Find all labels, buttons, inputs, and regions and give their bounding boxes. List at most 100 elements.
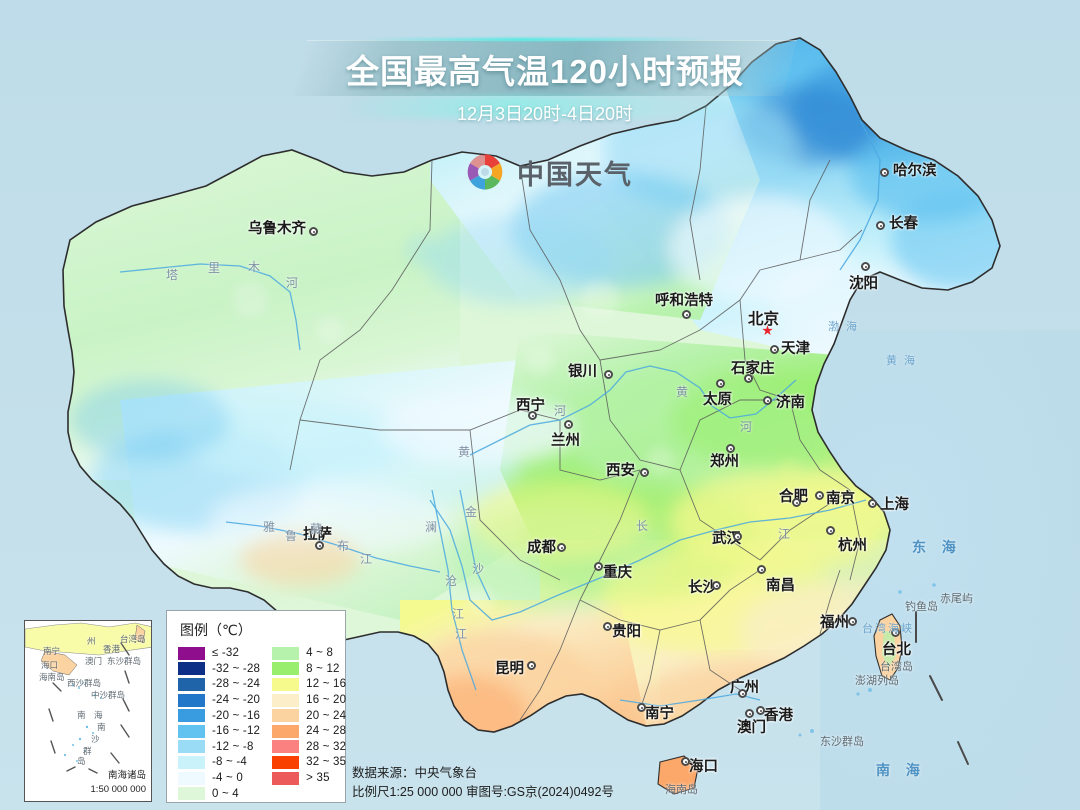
legend-row: -8 ~ -4	[178, 755, 260, 770]
city-marker	[716, 379, 725, 388]
city-marker	[315, 541, 324, 550]
legend-label: 4 ~ 8	[306, 647, 334, 660]
legend-label: 32 ~ 35	[306, 756, 347, 769]
legend-label: 8 ~ 12	[306, 662, 340, 675]
city-marker	[757, 565, 766, 574]
legend-row: 32 ~ 35	[272, 755, 346, 770]
inset-scale: 1:50 000 000	[90, 784, 146, 795]
province-boundaries	[289, 105, 863, 721]
legend-title: 图例（℃）	[180, 622, 252, 638]
city-marker	[770, 345, 779, 354]
legend-label: > 35	[306, 772, 330, 785]
legend-label: -4 ~ 0	[212, 772, 243, 785]
city-marker	[681, 757, 690, 766]
city-marker	[733, 532, 742, 541]
legend-swatch	[178, 677, 205, 691]
city-marker	[738, 689, 747, 698]
legend-swatch	[178, 755, 205, 769]
legend-label: 16 ~ 20	[306, 694, 347, 707]
legend-row: -12 ~ -8	[178, 740, 260, 755]
city-marker	[744, 374, 753, 383]
weather-china-pinwheel-icon	[467, 154, 503, 190]
nine-dash-line	[915, 611, 969, 765]
legend-column-warm: 4 ~ 8 8 ~ 12 12 ~ 16 16 ~ 20 20 ~ 24 24 ~ 28 2…	[272, 646, 346, 801]
rivers	[119, 119, 881, 707]
national-boundary	[62, 37, 1001, 733]
source-note: 数据来源：中央气象台 比例尺1:25 000 000 审图号:GS京(2024)…	[352, 764, 614, 803]
sea-islets	[798, 583, 936, 737]
city-marker	[891, 628, 900, 637]
city-marker	[528, 411, 537, 420]
city-marker	[745, 709, 754, 718]
legend-swatch	[178, 693, 205, 707]
city-marker	[603, 622, 612, 631]
legend-row: 8 ~ 12	[272, 662, 346, 677]
legend-row: 24 ~ 28	[272, 724, 346, 739]
taiwan-interior	[882, 630, 896, 668]
city-marker	[527, 661, 536, 670]
legend-swatch	[272, 662, 300, 676]
page-title: 全国最高气温120小时预报	[345, 53, 745, 90]
legend-swatch	[272, 646, 300, 660]
city-marker	[868, 499, 877, 508]
city-marker	[594, 562, 603, 571]
legend-swatch	[272, 677, 300, 691]
legend-row: 0 ~ 4	[178, 786, 260, 801]
legend-swatch	[272, 740, 300, 754]
capital-marker-beijing	[762, 325, 773, 336]
inset-caption: 南海诸岛	[107, 770, 146, 781]
legend-swatch	[178, 771, 205, 785]
legend-swatch	[272, 709, 300, 723]
legend-row: -20 ~ -16	[178, 708, 260, 723]
legend-row: -16 ~ -12	[178, 724, 260, 739]
city-marker	[682, 310, 691, 319]
legend-swatch	[272, 693, 300, 707]
inset-map-graphic	[25, 621, 151, 801]
city-marker	[712, 581, 721, 590]
city-marker	[861, 262, 870, 271]
city-marker	[756, 706, 765, 715]
city-marker	[763, 396, 772, 405]
city-marker	[848, 617, 857, 626]
legend-label: -32 ~ -28	[212, 662, 261, 675]
legend-label: -12 ~ -8	[212, 740, 254, 753]
legend-label: -16 ~ -12	[212, 725, 261, 738]
legend-panel: 图例（℃） ≤ -32 -32 ~ -28 -28 ~ -24 -24 ~ -20 -2…	[166, 610, 346, 803]
legend-swatch	[272, 771, 300, 785]
legend-label: -24 ~ -20	[212, 694, 261, 707]
legend-swatch	[178, 662, 205, 676]
brand-name: 中国天气	[517, 159, 633, 190]
legend-label: -20 ~ -16	[212, 709, 261, 722]
legend-row: -4 ~ 0	[178, 771, 260, 786]
legend-row: -24 ~ -20	[178, 693, 260, 708]
city-marker	[564, 420, 573, 429]
legend-row: -32 ~ -28	[178, 662, 260, 677]
legend-row: > 35	[272, 771, 346, 786]
legend-label: 24 ~ 28	[306, 725, 347, 738]
source-line-1: 数据来源：中央气象台	[352, 766, 478, 780]
source-line-2: 比例尺1:25 000 000 审图号:GS京(2024)0492号	[352, 785, 614, 800]
city-marker	[604, 370, 613, 379]
legend-row: ≤ -32	[178, 646, 260, 661]
city-marker	[640, 468, 649, 477]
legend-row: 28 ~ 32	[272, 740, 346, 755]
city-marker	[637, 703, 646, 712]
hainan-island	[657, 755, 699, 795]
legend-swatch	[178, 724, 205, 738]
city-marker	[309, 227, 318, 236]
legend-swatch	[178, 646, 205, 660]
legend-swatch	[272, 755, 300, 769]
legend-row: 16 ~ 20	[272, 693, 346, 708]
legend-label: 0 ~ 4	[212, 787, 239, 800]
legend-row: -28 ~ -24	[178, 677, 260, 692]
city-marker	[792, 498, 801, 507]
legend-row: 12 ~ 16	[272, 677, 346, 692]
legend-label: ≤ -32	[212, 647, 240, 660]
legend-label: -8 ~ -4	[212, 756, 247, 769]
city-marker	[826, 526, 835, 535]
city-marker	[876, 221, 885, 230]
legend-column-cold: ≤ -32 -32 ~ -28 -28 ~ -24 -24 ~ -20 -20 ~ -1…	[178, 646, 260, 801]
legend-swatch	[272, 724, 300, 738]
legend-swatch	[178, 709, 205, 723]
